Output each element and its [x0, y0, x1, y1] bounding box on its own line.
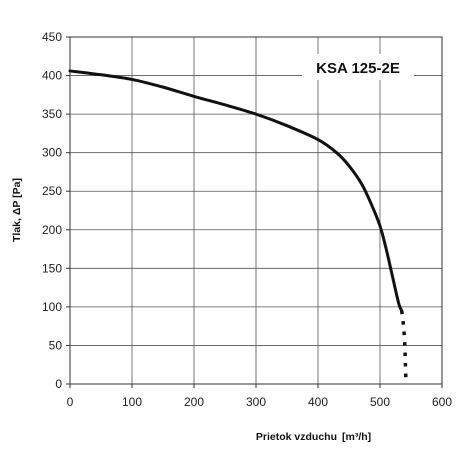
plot-frame — [69, 36, 443, 385]
performance-curve — [68, 69, 404, 313]
y-tick-labels: 0 50 100 150 200 250 300 350 400 450 — [42, 30, 62, 391]
y-tick-label: 0 — [55, 377, 62, 391]
x-tick-label: 400 — [308, 395, 328, 409]
x-tick-label: 0 — [67, 395, 74, 409]
y-tick-label: 200 — [42, 223, 62, 237]
y-tick-label: 450 — [42, 30, 62, 44]
model-label-box — [302, 54, 414, 80]
y-tick-label: 50 — [49, 338, 63, 352]
x-axis-label: Prietok vzduchu — [256, 431, 337, 443]
y-tick-label: 250 — [42, 184, 62, 198]
y-axis-label: Tlak, ΔP [Pa] — [11, 178, 23, 242]
x-tick-labels: 0 100 200 300 400 500 600 — [67, 395, 453, 409]
series-group — [68, 69, 408, 385]
y-tick-label: 350 — [42, 107, 62, 121]
x-tick-label: 500 — [370, 395, 390, 409]
x-tick-label: 300 — [246, 395, 266, 409]
chart-title: KSA 125-2E — [316, 60, 400, 77]
curve-dotted-extension — [399, 310, 408, 385]
x-tick-label: 200 — [184, 395, 204, 409]
y-tick-label: 150 — [42, 261, 62, 275]
x-tick-label: 600 — [432, 395, 452, 409]
y-tick-label: 300 — [42, 146, 62, 160]
y-tick-label: 400 — [42, 69, 62, 83]
y-tick-label: 100 — [42, 300, 62, 314]
axes — [66, 36, 443, 388]
x-axis-unit: [m³/h] — [342, 431, 371, 443]
x-tick-label: 100 — [122, 395, 142, 409]
